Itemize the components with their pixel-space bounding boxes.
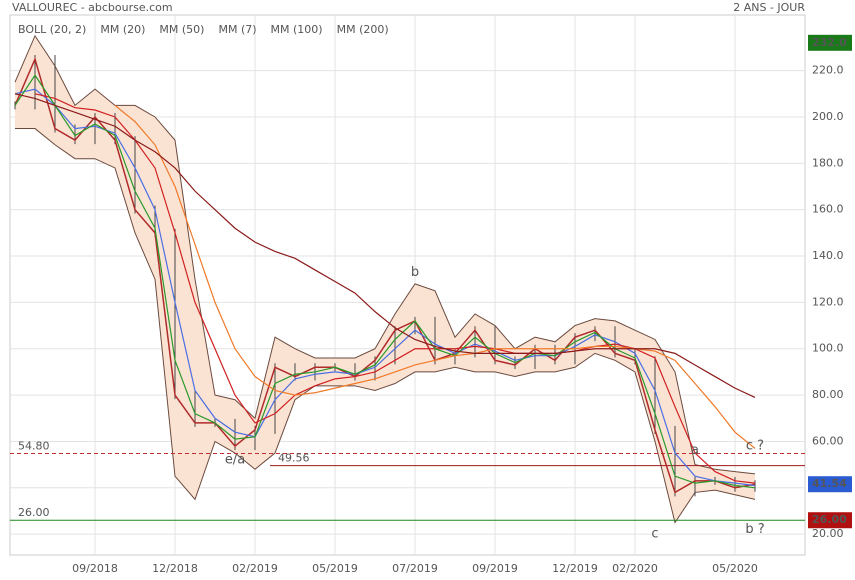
annotation: b bbox=[411, 265, 419, 280]
legend-entry: MM (20) bbox=[100, 23, 145, 36]
price-marker-label: 41.54 bbox=[812, 477, 847, 490]
legend-entry: BOLL (20, 2) bbox=[18, 23, 86, 36]
price-marker-label: 232.0 bbox=[812, 36, 847, 49]
moving-average bbox=[114, 104, 756, 449]
price-marker bbox=[808, 476, 852, 493]
y-tick-label: 100.0 bbox=[812, 342, 844, 355]
price-marker-label: 26.00 bbox=[812, 513, 847, 526]
level-label: 26.00 bbox=[18, 506, 50, 519]
y-tick-label: 120.0 bbox=[812, 295, 844, 308]
bollinger-upper bbox=[14, 34, 756, 475]
level-label: 49.56 bbox=[278, 452, 310, 465]
annotation: a bbox=[691, 443, 699, 458]
x-tick-label: 09/2018 bbox=[72, 562, 118, 575]
y-tick-label: 20.00 bbox=[812, 527, 844, 540]
moving-average bbox=[14, 93, 756, 398]
y-tick-label: 180.0 bbox=[812, 156, 844, 169]
level-label: 54.80 bbox=[18, 439, 50, 452]
moving-average bbox=[14, 74, 756, 489]
price-marker bbox=[808, 512, 852, 529]
y-tick-label: 160.0 bbox=[812, 203, 844, 216]
y-tick-label: 140.0 bbox=[812, 249, 844, 262]
price-line bbox=[14, 56, 756, 494]
moving-average bbox=[14, 88, 756, 487]
legend-entry: MM (200) bbox=[337, 23, 389, 36]
y-tick-label: 200.0 bbox=[812, 110, 844, 123]
annotation: c ? bbox=[746, 439, 764, 454]
legend-entry: MM (100) bbox=[271, 23, 323, 36]
price-marker bbox=[808, 34, 852, 51]
x-tick-label: 07/2019 bbox=[392, 562, 438, 575]
annotation: b ? bbox=[745, 522, 764, 537]
y-tick-label: 60.00 bbox=[812, 434, 844, 447]
x-tick-label: 02/2020 bbox=[612, 562, 658, 575]
x-tick-label: 12/2019 bbox=[552, 562, 598, 575]
x-tick-label: 09/2019 bbox=[472, 562, 518, 575]
bollinger-fill bbox=[15, 35, 755, 523]
chart-title: VALLOUREC - abcbourse.com bbox=[12, 1, 173, 14]
bollinger-lower bbox=[15, 128, 756, 524]
x-tick-label: 05/2019 bbox=[312, 562, 358, 575]
legend-entry: MM (50) bbox=[159, 23, 204, 36]
annotation: c bbox=[651, 527, 658, 542]
x-tick-label: 02/2019 bbox=[232, 562, 278, 575]
y-tick-label: 80.00 bbox=[812, 388, 844, 401]
x-tick-label: 12/2018 bbox=[152, 562, 198, 575]
y-tick-label: 220.0 bbox=[812, 64, 844, 77]
chart-subtitle: 2 ANS - JOUR bbox=[733, 1, 805, 14]
annotation: e/a bbox=[225, 452, 245, 467]
legend-entry: MM (7) bbox=[218, 23, 256, 36]
x-tick-label: 05/2020 bbox=[712, 562, 758, 575]
